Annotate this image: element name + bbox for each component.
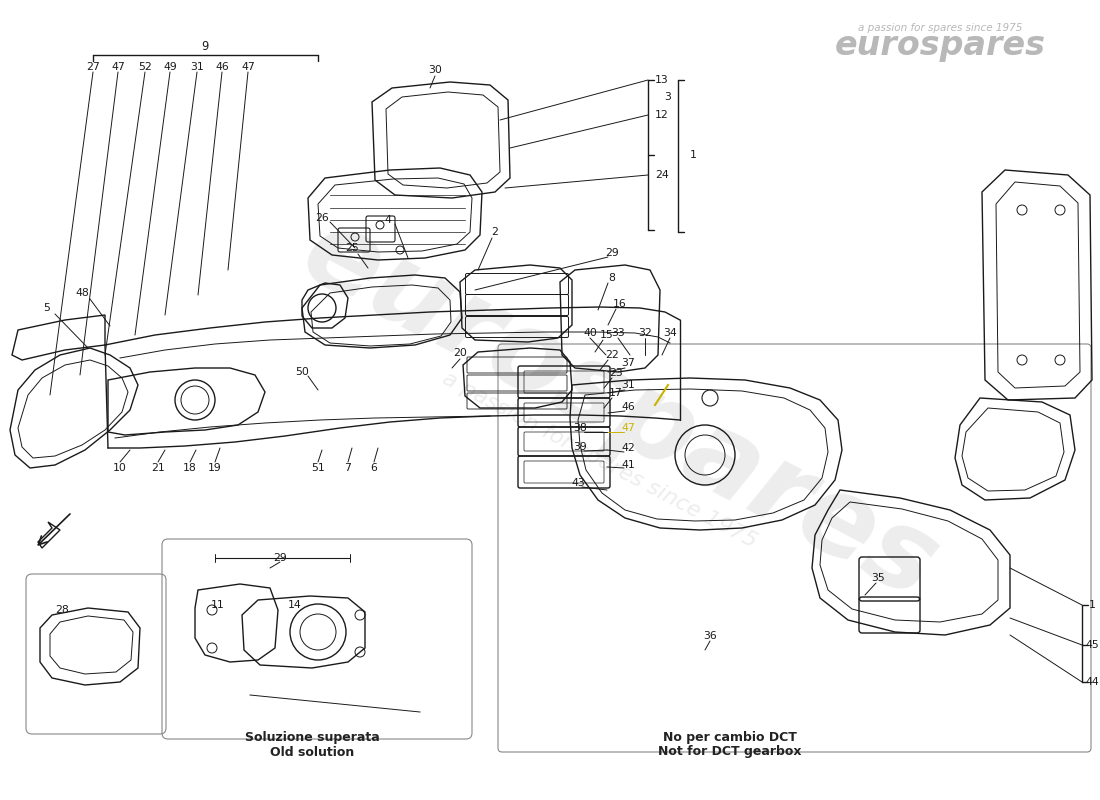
Text: 4: 4	[385, 215, 392, 225]
Text: 15: 15	[601, 330, 614, 340]
Text: 41: 41	[621, 460, 635, 470]
Text: 24: 24	[656, 170, 669, 180]
Text: 29: 29	[605, 248, 619, 258]
Text: 2: 2	[492, 227, 498, 237]
Text: 39: 39	[573, 442, 587, 452]
Text: 16: 16	[613, 299, 627, 309]
Text: 47: 47	[241, 62, 255, 72]
Text: 9: 9	[201, 39, 209, 53]
Text: 30: 30	[428, 65, 442, 75]
Text: 51: 51	[311, 463, 324, 473]
Text: 13: 13	[656, 75, 669, 85]
Text: 35: 35	[871, 573, 884, 583]
Text: 6: 6	[371, 463, 377, 473]
Text: 33: 33	[612, 328, 625, 338]
Text: 19: 19	[208, 463, 222, 473]
Text: 49: 49	[163, 62, 177, 72]
Polygon shape	[39, 522, 60, 548]
Text: 42: 42	[621, 443, 635, 453]
Text: Old solution: Old solution	[270, 746, 354, 758]
Text: 18: 18	[183, 463, 197, 473]
Text: 1: 1	[690, 150, 696, 160]
Text: 28: 28	[55, 605, 69, 615]
Text: 26: 26	[315, 213, 329, 223]
Text: 5: 5	[44, 303, 51, 313]
Text: 47: 47	[621, 423, 635, 433]
Text: 25: 25	[345, 243, 359, 253]
Text: 7: 7	[344, 463, 351, 473]
Text: 20: 20	[453, 348, 466, 358]
Text: 27: 27	[86, 62, 100, 72]
Text: 46: 46	[621, 402, 635, 412]
Text: 52: 52	[139, 62, 152, 72]
Text: 1: 1	[1089, 600, 1096, 610]
Text: 45: 45	[1085, 640, 1099, 650]
Text: 31: 31	[621, 380, 635, 390]
Text: No per cambio DCT: No per cambio DCT	[663, 731, 796, 745]
Text: 31: 31	[190, 62, 204, 72]
Text: 48: 48	[75, 288, 89, 298]
Text: 10: 10	[113, 463, 127, 473]
Text: 21: 21	[151, 463, 165, 473]
Text: 34: 34	[663, 328, 676, 338]
Text: 47: 47	[111, 62, 125, 72]
Text: 12: 12	[656, 110, 669, 120]
Text: 29: 29	[273, 553, 287, 563]
Text: 17: 17	[609, 388, 623, 398]
Text: 23: 23	[609, 368, 623, 378]
Text: Not for DCT gearbox: Not for DCT gearbox	[658, 746, 802, 758]
Text: 32: 32	[638, 328, 652, 338]
Text: 22: 22	[605, 350, 619, 360]
Text: 3: 3	[664, 92, 671, 102]
Text: eurospares: eurospares	[835, 29, 1045, 62]
Text: 44: 44	[1085, 677, 1099, 687]
Text: 40: 40	[583, 328, 597, 338]
Text: 37: 37	[621, 358, 635, 368]
Text: 50: 50	[295, 367, 309, 377]
Text: 43: 43	[571, 478, 585, 488]
Text: a passion for spares since 1975: a passion for spares since 1975	[440, 368, 760, 552]
Text: eurospares: eurospares	[285, 198, 955, 622]
Text: 38: 38	[573, 423, 587, 433]
Text: a passion for spares since 1975: a passion for spares since 1975	[858, 23, 1022, 33]
Text: Soluzione superata: Soluzione superata	[244, 731, 380, 745]
Text: 46: 46	[216, 62, 229, 72]
Text: 14: 14	[288, 600, 301, 610]
Text: 11: 11	[211, 600, 224, 610]
Text: 36: 36	[703, 631, 717, 641]
Text: 8: 8	[608, 273, 615, 283]
